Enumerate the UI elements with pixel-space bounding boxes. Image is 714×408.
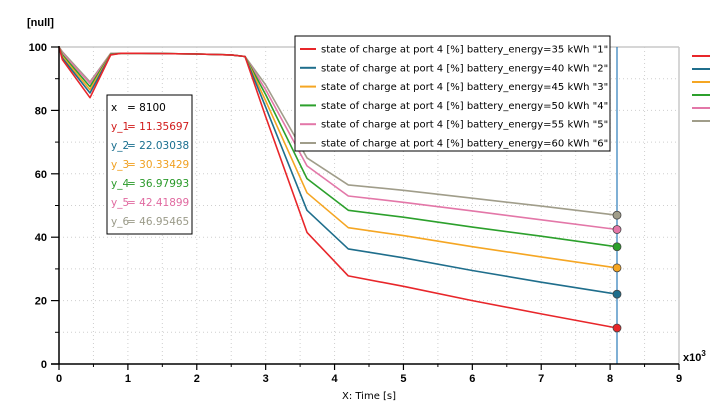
readout-label: y_6	[111, 216, 129, 228]
legend-entry: state of charge at port 4 [%] battery_en…	[321, 101, 608, 112]
readout-label: y_2	[111, 140, 129, 152]
cursor-marker	[612, 323, 622, 333]
readout-box-frame	[106, 94, 193, 235]
x-tick-label: 6	[469, 373, 475, 385]
legend-entry: state of charge at port 4 [%] battery_en…	[321, 120, 608, 131]
readout-x-label: x	[111, 102, 117, 114]
y-tick-label: 20	[35, 296, 47, 308]
x-tick-label: 5	[400, 373, 406, 385]
readout-row: y_6= 46.95465	[111, 216, 189, 228]
x-multiplier-base: x10	[683, 352, 701, 364]
legend-frame	[294, 35, 611, 152]
cursor-marker	[612, 242, 622, 252]
readout-row: y_3= 30.33429	[111, 159, 189, 171]
x-tick-label: 0	[56, 373, 62, 385]
x-tick-label: 9	[676, 373, 682, 385]
cursor-marker	[612, 210, 622, 220]
cursor-marker	[612, 289, 622, 299]
readout-row: y_5= 42.41899	[111, 197, 189, 209]
x-tick-label: 2	[194, 373, 200, 385]
x-multiplier-exponent: 3	[701, 349, 706, 358]
readout-label: y_5	[111, 197, 129, 209]
ticks: 0 1 2 3 4 5 6 7 8 9 0 20 40 60 80 100	[29, 42, 682, 385]
x-tick-label: 8	[607, 373, 613, 385]
y-tick-label: 60	[35, 169, 47, 181]
readout-value: = 42.41899	[127, 197, 189, 209]
legend-entry: state of charge at port 4 [%] battery_en…	[321, 45, 608, 56]
legend-rows: state of charge at port 4 [%] battery_en…	[300, 45, 608, 150]
x-multiplier: x103	[683, 349, 706, 364]
y-tick-label: 80	[35, 105, 47, 117]
readout-value: = 22.03038	[127, 140, 189, 152]
readout-value: = 11.35697	[127, 121, 189, 133]
side-legend-swatches	[692, 55, 710, 122]
legend-entry: state of charge at port 4 [%] battery_en…	[321, 63, 608, 74]
legend: state of charge at port 4 [%] battery_en…	[294, 35, 611, 152]
y-tick-label: 100	[29, 42, 47, 54]
series-lines	[58, 46, 618, 329]
x-tick-label: 4	[331, 373, 338, 385]
readout-x: x = 8100	[111, 102, 166, 114]
y-tick-label: 0	[41, 359, 47, 371]
readout-label: y_3	[111, 159, 129, 171]
readout-row: y_4= 36.97993	[111, 178, 189, 190]
cursor-marker	[612, 263, 622, 273]
y-tick-label: 40	[35, 232, 47, 244]
readout-x-value: = 8100	[127, 102, 166, 114]
readout-value: = 30.33429	[127, 159, 189, 171]
series-line	[58, 46, 618, 329]
cursor-markers	[612, 210, 622, 333]
readout-value: = 46.95465	[127, 216, 189, 228]
readout-row: y_1= 11.35697	[111, 121, 189, 133]
legend-entry: state of charge at port 4 [%] battery_en…	[321, 82, 608, 93]
x-tick-label: 3	[263, 373, 269, 385]
y-axis-label: [null]	[27, 17, 54, 29]
readout-row: y_2= 22.03038	[111, 140, 189, 152]
cursor-marker	[612, 225, 622, 234]
x-tick-label: 1	[125, 373, 131, 385]
x-tick-label: 7	[538, 373, 544, 385]
readout-value: = 36.97993	[127, 178, 189, 190]
readout-label: y_1	[111, 121, 129, 133]
x-axis-title: X: Time [s]	[342, 391, 396, 402]
legend-entry: state of charge at port 4 [%] battery_en…	[321, 139, 608, 150]
readout-label: y_4	[111, 178, 129, 190]
